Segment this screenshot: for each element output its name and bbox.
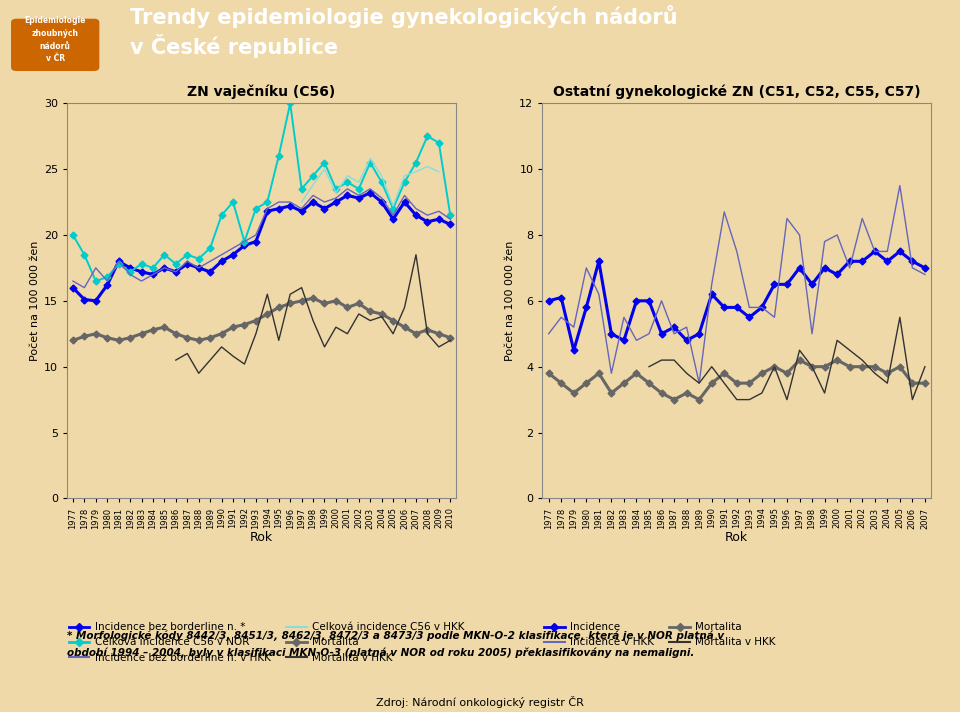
X-axis label: Rok: Rok <box>725 531 749 545</box>
Title: ZN vaječníku (C56): ZN vaječníku (C56) <box>187 85 336 99</box>
Y-axis label: Počet na 100 000 žen: Počet na 100 000 žen <box>30 241 40 361</box>
Text: Trendy epidemiologie gynekologických nádorů
v České republice: Trendy epidemiologie gynekologických nád… <box>130 5 677 58</box>
Legend: Incidence, Incidence v HKK, Mortalita, Mortalita v HKK: Incidence, Incidence v HKK, Mortalita, M… <box>543 622 776 647</box>
Text: zhoubných: zhoubných <box>32 29 79 38</box>
Text: Epidemiologie: Epidemiologie <box>25 16 85 26</box>
Text: nádorů: nádorů <box>39 42 71 51</box>
FancyBboxPatch shape <box>12 19 100 71</box>
Y-axis label: Počet na 100 000 žen: Počet na 100 000 žen <box>505 241 516 361</box>
Text: * Morfologické kódy 8442/3, 8451/3, 8462/3, 8472/3 a 8473/3 podle MKN-O-2 klasif: * Morfologické kódy 8442/3, 8451/3, 8462… <box>67 630 725 641</box>
Text: Zdroj: Národní onkologický registr ČR: Zdroj: Národní onkologický registr ČR <box>376 696 584 708</box>
Legend: Incidence bez borderline n. *, Celková incidence C56 v NOR, Incidence bez border: Incidence bez borderline n. *, Celková i… <box>68 622 465 663</box>
Title: Ostatní gynekologické ZN (C51, C52, C55, C57): Ostatní gynekologické ZN (C51, C52, C55,… <box>553 85 921 99</box>
Text: v ČR: v ČR <box>46 54 64 63</box>
Text: období 1994 – 2004, byly v klasifikaci MKN-O-3 (platná v NOR od roku 2005) překl: období 1994 – 2004, byly v klasifikaci M… <box>67 648 695 659</box>
X-axis label: Rok: Rok <box>250 531 274 545</box>
